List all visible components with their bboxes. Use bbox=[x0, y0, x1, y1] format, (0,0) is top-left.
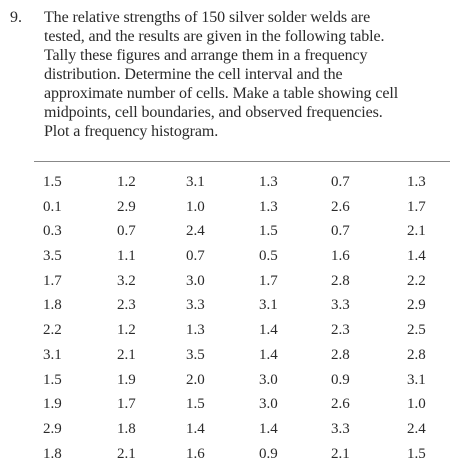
table-cell: 3.3 bbox=[186, 297, 205, 314]
table-cell: 0.9 bbox=[331, 371, 350, 388]
table-cell: 1.8 bbox=[43, 445, 62, 462]
table-cell: 2.8 bbox=[331, 346, 350, 363]
table-cell: 3.5 bbox=[186, 346, 205, 363]
table-cell: 2.5 bbox=[407, 322, 426, 339]
table-cell: 1.3 bbox=[407, 174, 426, 190]
table-cell: 1.5 bbox=[43, 371, 62, 388]
table-cell: 1.7 bbox=[407, 198, 426, 215]
table-cell: 0.1 bbox=[43, 198, 62, 215]
problem-statement: The relative strengths of 150 silver sol… bbox=[44, 8, 446, 141]
table-row: 3.5 1.1 0.7 0.5 1.6 1.4 bbox=[34, 244, 450, 269]
table-cell: 1.8 bbox=[43, 297, 62, 314]
table-cell: 1.5 bbox=[259, 223, 278, 240]
table-cell: 2.3 bbox=[117, 297, 136, 314]
table-cell: 0.9 bbox=[259, 445, 278, 462]
table-row: 1.7 3.2 3.0 1.7 2.8 2.2 bbox=[34, 269, 450, 294]
table-cell: 1.6 bbox=[331, 248, 350, 265]
table-cell: 1.5 bbox=[407, 445, 426, 462]
table-cell: 2.8 bbox=[331, 272, 350, 289]
table-cell: 1.8 bbox=[117, 420, 136, 437]
table-cell: 1.3 bbox=[259, 198, 278, 215]
table-cell: 0.7 bbox=[331, 223, 350, 240]
table-cell: 1.1 bbox=[117, 248, 136, 265]
table-cell: 1.4 bbox=[259, 322, 278, 339]
table-cell: 1.9 bbox=[117, 371, 136, 388]
problem-line: tested, and the results are given in the… bbox=[44, 28, 385, 45]
table-cell: 2.6 bbox=[331, 198, 350, 215]
table-row: 1.9 1.7 1.5 3.0 2.6 1.0 bbox=[34, 392, 450, 417]
table-top-rule bbox=[34, 161, 450, 162]
table-cell: 1.2 bbox=[117, 322, 136, 339]
problem-line: approximate number of cells. Make a tabl… bbox=[44, 85, 399, 102]
table-row: 0.1 2.9 1.0 1.3 2.6 1.7 bbox=[34, 195, 450, 220]
table-cell: 0.3 bbox=[43, 223, 62, 240]
table-cell: 2.1 bbox=[117, 346, 136, 363]
table-row: 1.5 1.9 2.0 3.0 0.9 3.1 bbox=[34, 368, 450, 393]
table-cell: 2.1 bbox=[117, 445, 136, 462]
table-cell: 3.1 bbox=[407, 371, 426, 388]
table-row: 1.5 1.2 3.1 1.3 0.7 1.3 bbox=[34, 170, 450, 195]
table-cell: 2.1 bbox=[407, 223, 426, 240]
table-cell: 2.4 bbox=[186, 223, 205, 240]
table-cell: 1.3 bbox=[259, 174, 278, 190]
table-row: 3.1 2.1 3.5 1.4 2.8 2.8 bbox=[34, 343, 450, 368]
table-cell: 1.6 bbox=[186, 445, 205, 462]
table-cell: 2.9 bbox=[407, 297, 426, 314]
table-cell: 1.4 bbox=[186, 420, 205, 437]
table-row: 0.3 0.7 2.4 1.5 0.7 2.1 bbox=[34, 219, 450, 244]
problem-line: Plot a frequency histogram. bbox=[44, 123, 219, 140]
table-row: 1.8 2.1 1.6 0.9 2.1 1.5 bbox=[34, 442, 450, 466]
problem-number: 9. bbox=[10, 9, 22, 26]
table-cell: 1.7 bbox=[117, 396, 136, 413]
table-cell: 2.9 bbox=[43, 420, 62, 437]
table-cell: 2.6 bbox=[331, 396, 350, 413]
table-cell: 0.7 bbox=[186, 248, 205, 265]
table-row: 2.9 1.8 1.4 1.4 3.3 2.4 bbox=[34, 417, 450, 442]
table-cell: 3.5 bbox=[43, 248, 62, 265]
table-cell: 1.0 bbox=[186, 198, 205, 215]
table-cell: 2.1 bbox=[331, 445, 350, 462]
table-cell: 1.7 bbox=[43, 272, 62, 289]
problem-line: Tally these figures and arrange them in … bbox=[44, 47, 368, 64]
table-cell: 1.4 bbox=[259, 420, 278, 437]
table-row: 2.2 1.2 1.3 1.4 2.3 2.5 bbox=[34, 318, 450, 343]
table-cell: 3.1 bbox=[259, 297, 278, 314]
table-cell: 3.2 bbox=[117, 272, 136, 289]
table-cell: 2.8 bbox=[407, 346, 426, 363]
problem-line: midpoints, cell boundaries, and observed… bbox=[44, 104, 383, 121]
data-table: 1.5 1.2 3.1 1.3 0.7 1.3 0.1 2.9 1.0 1.3 2.6 1.7 0.3 0… bbox=[34, 170, 450, 466]
table-cell: 2.4 bbox=[407, 420, 426, 437]
table-cell: 3.3 bbox=[331, 297, 350, 314]
table-cell: 1.9 bbox=[43, 396, 62, 413]
table-cell: 3.0 bbox=[259, 371, 278, 388]
table-cell: 1.4 bbox=[407, 248, 426, 265]
table-cell: 3.3 bbox=[331, 420, 350, 437]
table-cell: 2.9 bbox=[117, 198, 136, 215]
table-cell: 2.3 bbox=[331, 322, 350, 339]
table-cell: 0.7 bbox=[117, 223, 136, 240]
table-cell: 3.1 bbox=[186, 174, 205, 190]
problem-line: The relative strengths of 150 silver sol… bbox=[44, 9, 371, 26]
table-cell: 2.0 bbox=[186, 371, 205, 388]
problem-line: distribution. Determine the cell interva… bbox=[44, 66, 343, 83]
table-cell: 3.0 bbox=[259, 396, 278, 413]
table-cell: 3.0 bbox=[186, 272, 205, 289]
table-cell: 1.3 bbox=[186, 322, 205, 339]
table-cell: 2.2 bbox=[43, 322, 62, 339]
table-cell: 1.0 bbox=[407, 396, 426, 413]
table-cell: 1.5 bbox=[186, 396, 205, 413]
table-cell: 3.1 bbox=[43, 346, 62, 363]
table-cell: 0.5 bbox=[259, 248, 278, 265]
table-cell: 1.4 bbox=[259, 346, 278, 363]
table-row: 1.8 2.3 3.3 3.1 3.3 2.9 bbox=[34, 293, 450, 318]
table-cell: 2.2 bbox=[407, 272, 426, 289]
table-cell: 1.7 bbox=[259, 272, 278, 289]
table-cell: 1.5 bbox=[43, 174, 62, 190]
table-cell: 0.7 bbox=[331, 174, 350, 190]
table-cell: 1.2 bbox=[117, 174, 136, 190]
